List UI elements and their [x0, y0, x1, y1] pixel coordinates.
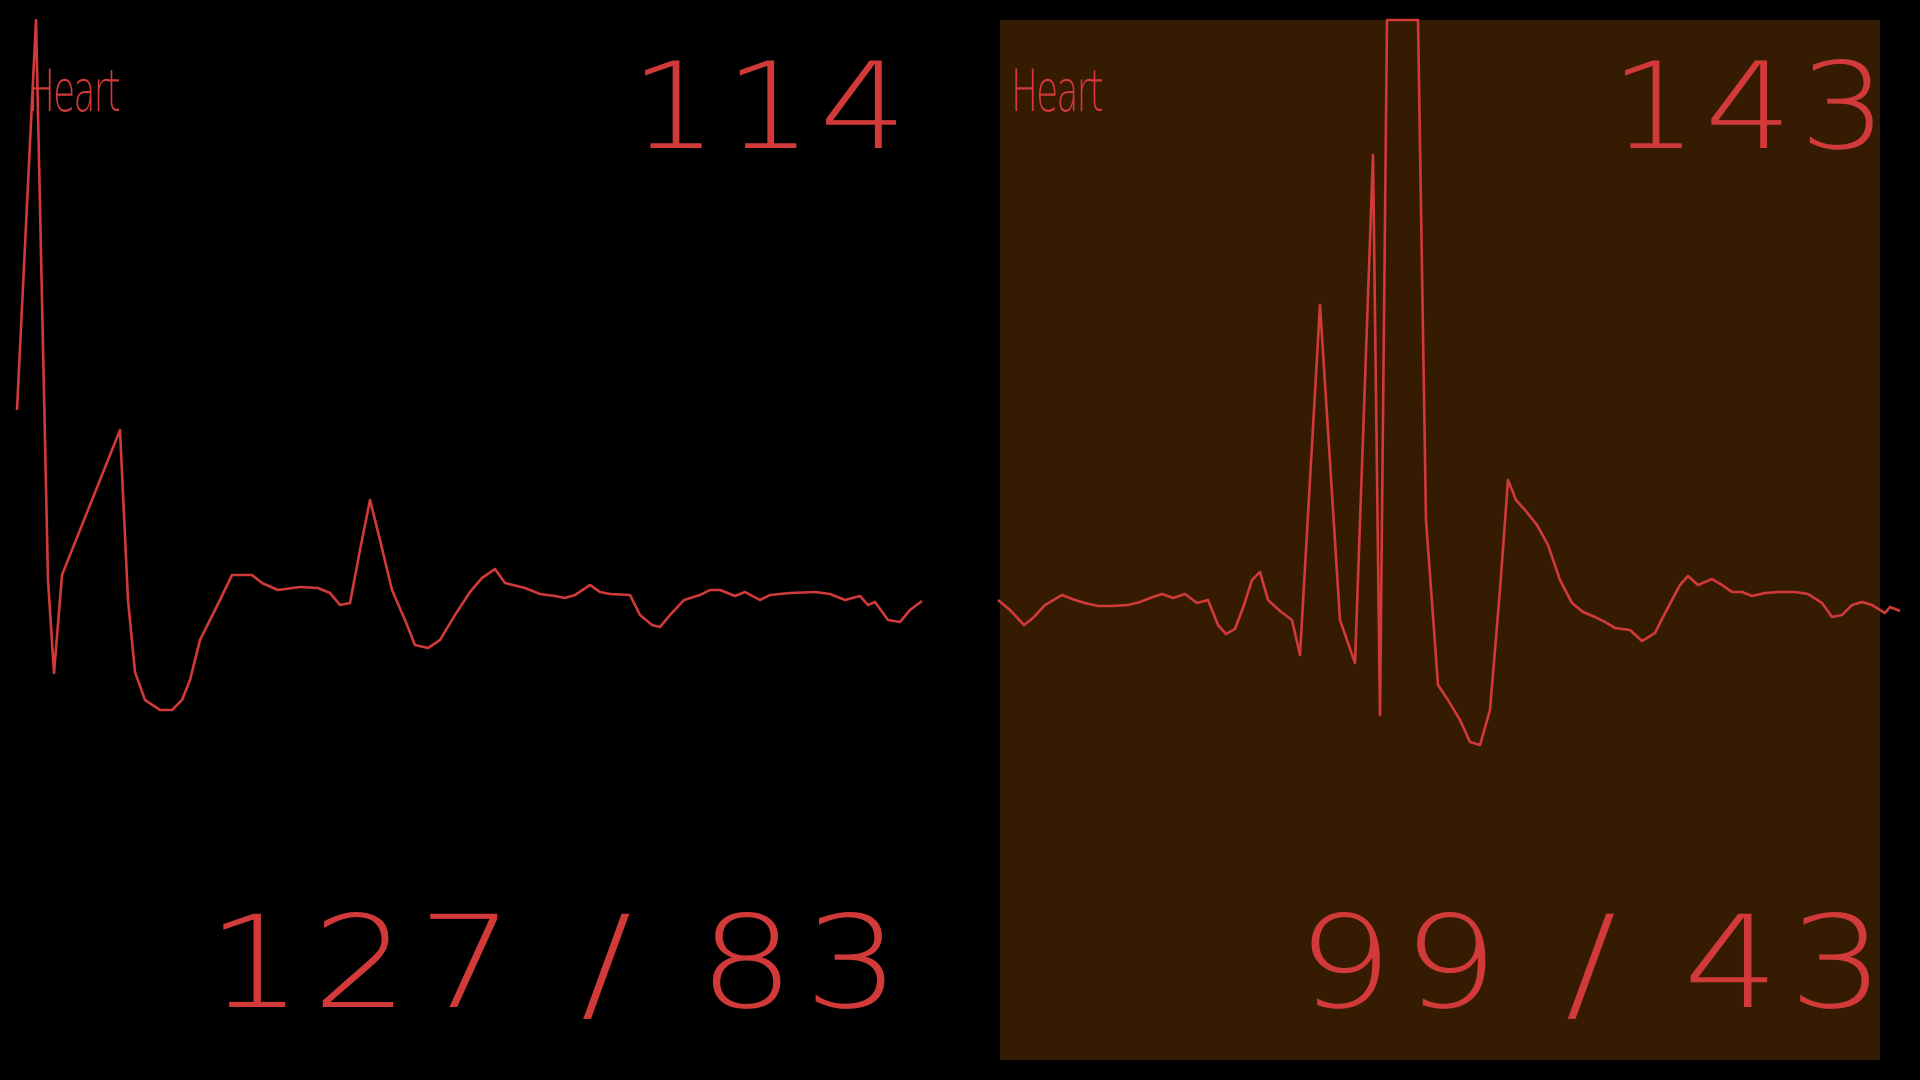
- heart-label: Heart: [1011, 57, 1104, 125]
- heart-rate-value: 114: [629, 38, 914, 177]
- monitor-right: Heart 143 99 / 43: [980, 0, 1920, 1080]
- monitor-left: Heart 114 127 / 83: [28, 38, 914, 1038]
- blood-pressure-value: 127 / 83: [207, 889, 910, 1038]
- heart-label: Heart: [28, 57, 121, 125]
- heart-rate-value: 143: [1609, 38, 1894, 177]
- blood-pressure-value: 99 / 43: [1296, 889, 1894, 1038]
